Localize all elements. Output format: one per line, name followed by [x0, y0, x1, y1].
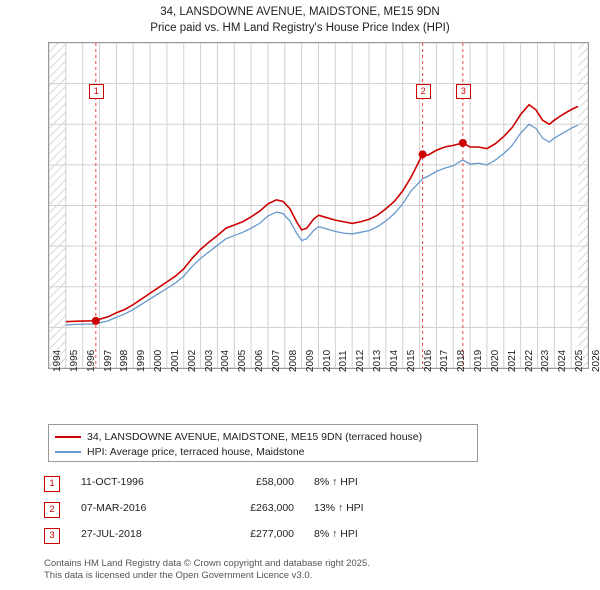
- legend-swatch-property: [55, 436, 81, 438]
- footer-line1: Contains HM Land Registry data © Crown c…: [44, 558, 370, 569]
- x-tick-label: 2023: [540, 349, 552, 372]
- legend-item-0: 34, LANSDOWNE AVENUE, MAIDSTONE, ME15 9D…: [55, 430, 471, 444]
- x-tick-label: 2003: [203, 349, 215, 372]
- sale-marker-3: 3: [44, 528, 60, 544]
- legend-item-1: HPI: Average price, terraced house, Maid…: [55, 445, 471, 459]
- sale-date-3: 27-JUL-2018: [81, 528, 142, 540]
- x-tick-label: 2006: [254, 349, 266, 372]
- x-tick-label: 2007: [270, 349, 282, 372]
- x-tick-label: 2014: [388, 349, 400, 372]
- x-tick-label: 1997: [102, 349, 114, 372]
- x-tick-label: 2022: [523, 349, 535, 372]
- x-tick-label: 2002: [186, 349, 198, 372]
- footer-line2: This data is licensed under the Open Gov…: [44, 570, 313, 581]
- x-tick-label: 2018: [456, 349, 468, 372]
- x-tick-label: 1998: [119, 349, 131, 372]
- sale-price-2: £263,000: [250, 502, 294, 514]
- sale-hpi-1: 8% ↑ HPI: [314, 476, 358, 488]
- chart-legend: 34, LANSDOWNE AVENUE, MAIDSTONE, ME15 9D…: [48, 424, 478, 462]
- x-tick-label: 1996: [85, 349, 97, 372]
- x-tick-label: 2016: [422, 349, 434, 372]
- footer-attribution: Contains HM Land Registry data © Crown c…: [44, 558, 370, 582]
- x-tick-label: 2010: [321, 349, 333, 372]
- x-tick-label: 2019: [473, 349, 485, 372]
- chart-sale-marker-1: 1: [88, 84, 104, 99]
- x-tick-label: 2000: [153, 349, 165, 372]
- sale-date-1: 11-OCT-1996: [81, 476, 144, 488]
- sale-price-1: £58,000: [256, 476, 294, 488]
- table-row: 3 27-JUL-2018 £277,000 8% ↑ HPI: [44, 526, 564, 552]
- x-tick-label: 2008: [287, 349, 299, 372]
- chart-plot-area: [48, 42, 589, 369]
- chart-canvas: [49, 43, 588, 368]
- sale-hpi-3: 8% ↑ HPI: [314, 528, 358, 540]
- x-tick-label: 2024: [557, 349, 569, 372]
- page-title-line2: Price paid vs. HM Land Registry's House …: [150, 22, 450, 34]
- x-tick-label: 2012: [355, 349, 367, 372]
- chart-sale-marker-2: 2: [415, 84, 431, 99]
- sale-hpi-2: 13% ↑ HPI: [314, 502, 364, 514]
- x-tick-label: 2017: [439, 349, 451, 372]
- sales-table: 1 11-OCT-1996 £58,000 8% ↑ HPI 2 07-MAR-…: [44, 474, 564, 552]
- x-tick-label: 1995: [68, 349, 80, 372]
- legend-swatch-hpi: [55, 451, 81, 453]
- sale-date-2: 07-MAR-2016: [81, 502, 147, 514]
- x-tick-label: 2005: [237, 349, 249, 372]
- x-tick-label: 1999: [136, 349, 148, 372]
- sale-marker-2: 2: [44, 502, 60, 518]
- x-tick-label: 2011: [338, 350, 350, 372]
- x-tick-label: 1994: [52, 349, 63, 372]
- x-tick-label: 2021: [506, 349, 518, 372]
- x-tick-label: 2013: [372, 349, 384, 372]
- sale-price-3: £277,000: [250, 528, 294, 540]
- chart-sale-marker-3: 3: [455, 84, 471, 99]
- x-tick-label: 2001: [169, 349, 181, 372]
- legend-label-hpi: HPI: Average price, terraced house, Maid…: [87, 446, 305, 458]
- x-tick-label: 2015: [405, 349, 417, 372]
- x-tick-label: 2004: [220, 349, 232, 372]
- page-title-line1: 34, LANSDOWNE AVENUE, MAIDSTONE, ME15 9D…: [160, 6, 440, 18]
- sale-marker-1: 1: [44, 476, 60, 492]
- x-tick-label: 2026: [591, 349, 600, 372]
- table-row: 2 07-MAR-2016 £263,000 13% ↑ HPI: [44, 500, 564, 526]
- legend-label-property: 34, LANSDOWNE AVENUE, MAIDSTONE, ME15 9D…: [87, 431, 423, 443]
- x-tick-label: 2025: [574, 349, 586, 372]
- x-tick-label: 2009: [304, 349, 316, 372]
- table-row: 1 11-OCT-1996 £58,000 8% ↑ HPI: [44, 474, 564, 500]
- x-tick-label: 2020: [489, 349, 501, 372]
